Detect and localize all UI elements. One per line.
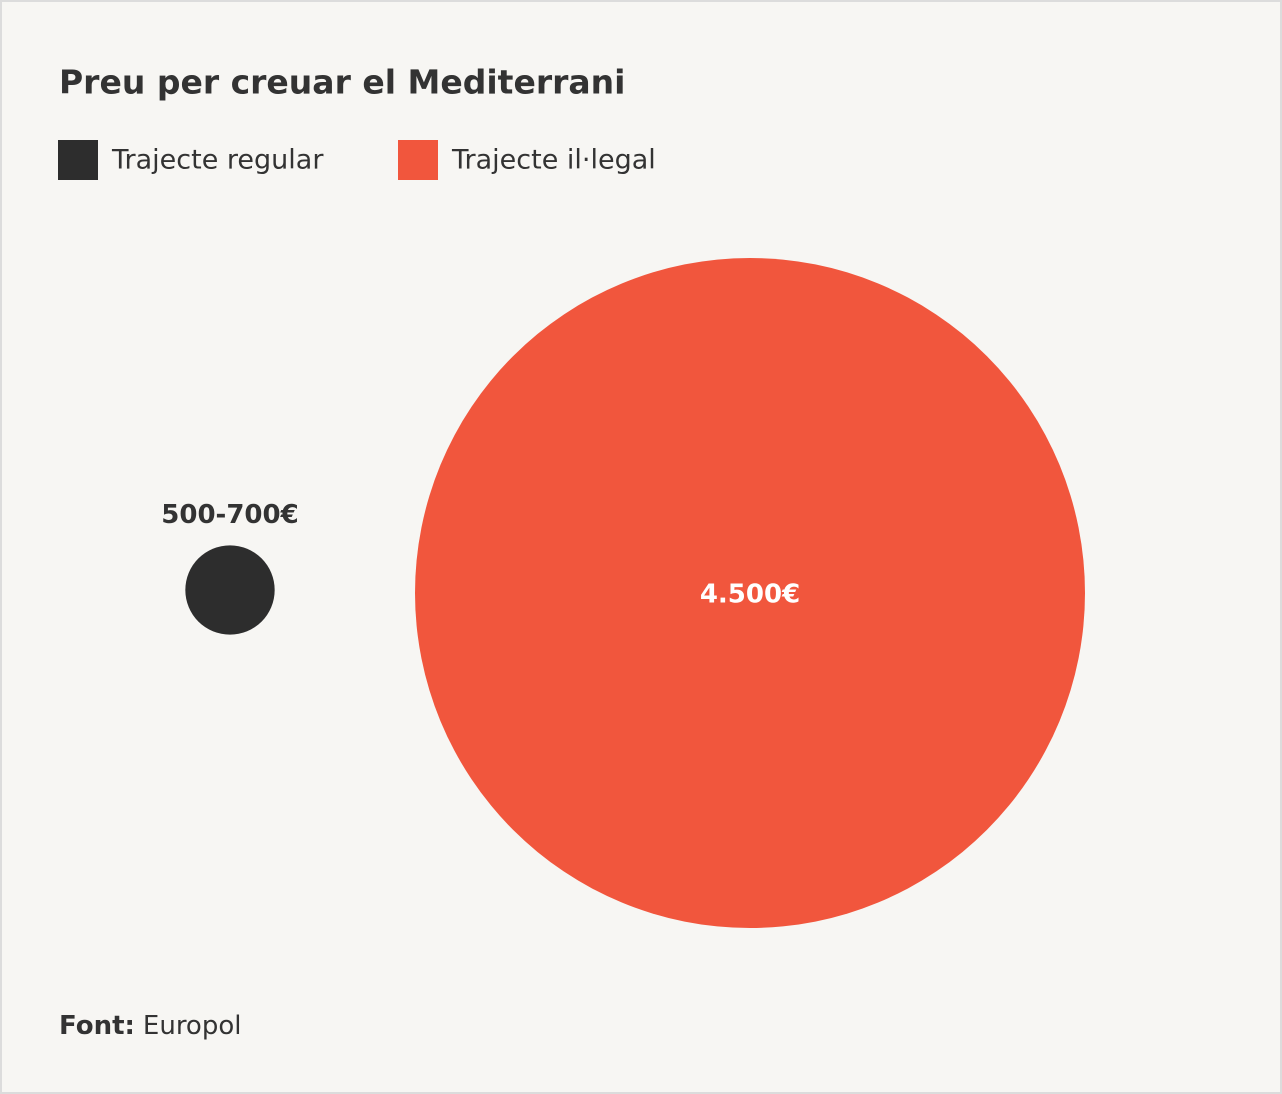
value-label: 500-700€ — [161, 500, 298, 530]
source: Font: Europol — [59, 1011, 241, 1041]
legend-label: Trajecte il·legal — [451, 145, 656, 176]
bubble — [415, 258, 1085, 928]
bubble — [185, 545, 275, 635]
chart-title: Preu per creuar el Mediterrani — [59, 63, 625, 102]
source-label: Font: — [59, 1011, 135, 1041]
legend: Trajecte regular Trajecte il·legal — [58, 140, 656, 180]
source-text: Europol — [143, 1011, 242, 1041]
legend-label: Trajecte regular — [111, 145, 324, 176]
plot: 500-700€ 4.500€ — [161, 258, 1085, 928]
value-label: 4.500€ — [700, 580, 800, 610]
legend-swatch — [58, 140, 98, 180]
legend-swatch — [398, 140, 438, 180]
